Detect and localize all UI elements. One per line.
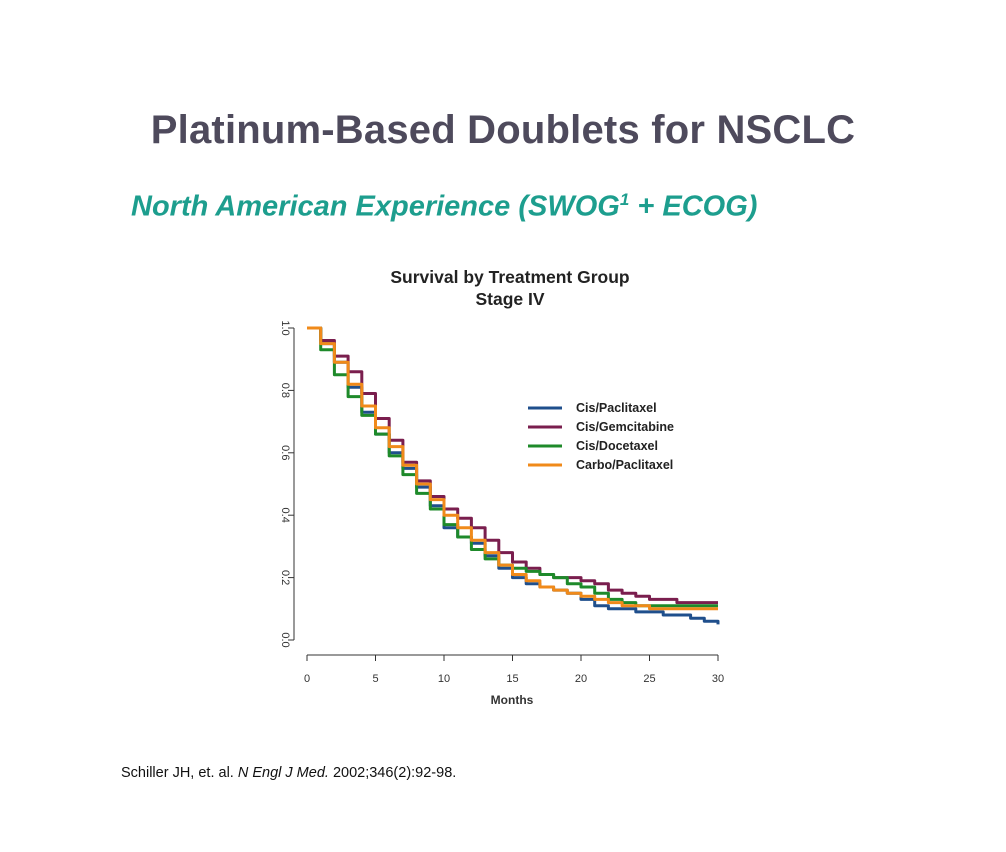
slide-title: Platinum-Based Doublets for NSCLC	[150, 108, 856, 152]
y-tick-label: 0.8	[279, 383, 291, 398]
chart-title: Survival by Treatment Group	[390, 267, 629, 287]
chart-axes: 0.0 0.2 0.4 0.6 0.8 1.0 0 5 10 15 20 25 30	[279, 320, 724, 685]
x-tick-label: 20	[575, 673, 587, 685]
citation: Schiller JH, et. al. N Engl J Med. 2002;…	[121, 765, 456, 781]
x-tick-label: 15	[506, 673, 518, 685]
x-tick-label: 10	[438, 673, 450, 685]
legend-label-carbo-paclitaxel: Carbo/Paclitaxel	[576, 458, 673, 472]
legend-label-cis-docetaxel: Cis/Docetaxel	[576, 439, 658, 453]
citation-authors: Schiller JH, et. al.	[121, 765, 238, 781]
y-tick-label: 0.6	[279, 445, 291, 460]
x-tick-label: 30	[712, 673, 724, 685]
chart-series	[307, 326, 720, 625]
y-tick-label: 0.2	[279, 570, 291, 585]
chart-legend: Cis/Paclitaxel Cis/Gemcitabine Cis/Docetax…	[528, 401, 674, 472]
x-tick-label: 25	[643, 673, 655, 685]
y-tick-label: 0.0	[279, 632, 291, 647]
y-tick-label: 1.0	[279, 320, 291, 335]
x-tick-label: 0	[304, 673, 310, 685]
survival-chart: Survival by Treatment Group Stage IV 0.0…	[279, 267, 724, 707]
x-tick-label: 5	[372, 673, 378, 685]
subtitle-superscript: 1	[619, 190, 630, 209]
citation-journal: N Engl J Med.	[237, 765, 329, 781]
series-cis-gemcitabine	[307, 326, 718, 605]
subtitle-main: North American Experience (SWOG	[131, 190, 620, 223]
x-axis-label: Months	[491, 693, 534, 707]
chart-subtitle: Stage IV	[475, 289, 544, 309]
subtitle-tail: + ECOG)	[629, 190, 758, 223]
citation-details: 2002;346(2):92-98.	[328, 765, 457, 781]
legend-label-cis-gemcitabine: Cis/Gemcitabine	[576, 420, 674, 434]
y-tick-label: 0.4	[279, 508, 291, 523]
series-cis-paclitaxel	[307, 326, 720, 625]
legend-label-cis-paclitaxel: Cis/Paclitaxel	[576, 401, 657, 415]
series-carbo-paclitaxel	[307, 326, 718, 611]
slide-subtitle: North American Experience (SWOG1 + ECOG)	[131, 190, 757, 224]
